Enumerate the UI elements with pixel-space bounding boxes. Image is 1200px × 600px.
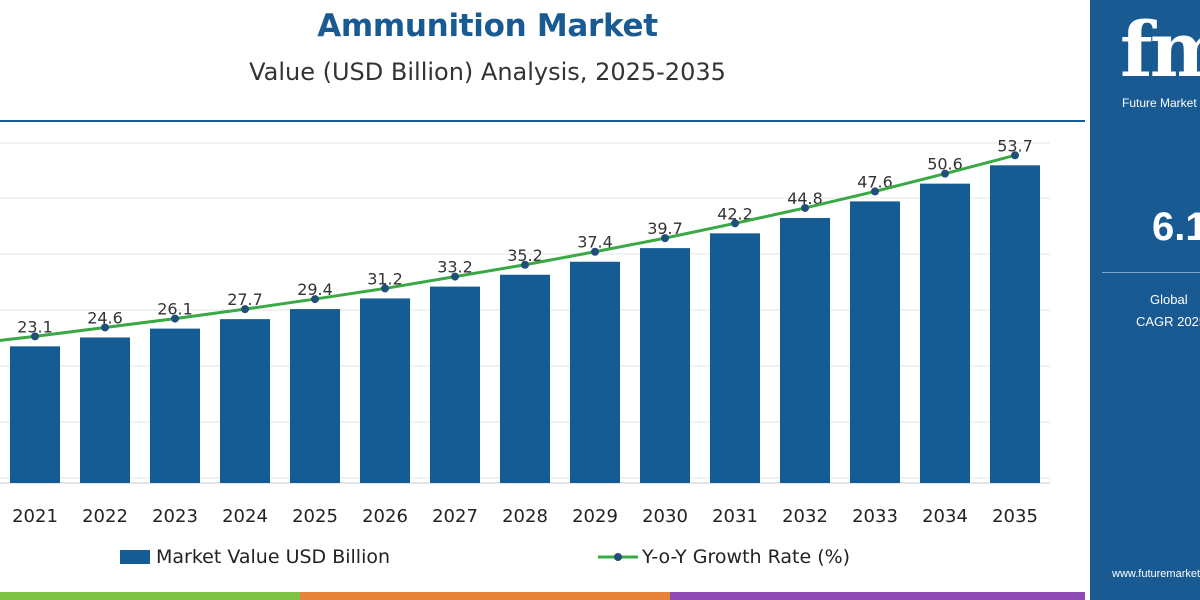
- bar-label-2030: 39.7: [647, 219, 683, 238]
- growth-point-2022: [101, 323, 109, 332]
- growth-point-2028: [521, 260, 529, 269]
- header-divider: [0, 120, 1085, 122]
- x-tick-2025: 2025: [292, 506, 338, 527]
- growth-point-2035: [1011, 151, 1019, 160]
- bar-2021: [10, 346, 60, 483]
- bar-value-labels: 23.1 24.6 26.1 27.7 29.4 31.2 33.2 35.2 37.4 39.7…: [17, 136, 1033, 336]
- footer-strip-green: [0, 592, 300, 600]
- x-tick-2024: 2024: [222, 506, 268, 527]
- chart-title: Ammunition Market: [317, 8, 658, 44]
- bar-label-2027: 33.2: [437, 258, 473, 277]
- bar-2033: [850, 201, 900, 483]
- bar-2032: [780, 217, 830, 483]
- growth-line-series: [0, 151, 1019, 342]
- growth-point-2029: [591, 247, 599, 256]
- bar-label-2026: 31.2: [367, 269, 403, 288]
- x-tick-2032: 2032: [782, 506, 828, 527]
- website-url: www.futuremarketinsights.com: [1112, 568, 1200, 580]
- x-tick-2030: 2030: [642, 506, 688, 527]
- brand-logo: fmi: [1120, 5, 1200, 94]
- growth-point-2034: [941, 169, 949, 178]
- growth-point-2030: [661, 234, 669, 243]
- x-tick-2022: 2022: [82, 506, 128, 527]
- growth-point-2027: [451, 272, 459, 281]
- bar-2029: [570, 261, 620, 483]
- growth-point-2032: [801, 203, 809, 212]
- growth-point-2025: [311, 295, 319, 304]
- bar-label-2033: 47.6: [857, 172, 893, 191]
- bar-label-2031: 42.2: [717, 204, 753, 223]
- growth-point-2021: [31, 332, 39, 341]
- x-tick-2034: 2034: [922, 506, 968, 527]
- growth-point-2026: [381, 284, 389, 293]
- legend-item-growth-rate: Y-o-Y Growth Rate (%): [598, 544, 850, 570]
- cagr-label-period: CAGR 2025-2035: [1136, 314, 1200, 329]
- cagr-value: 6.1%: [1152, 205, 1200, 249]
- legend-label-market-value: Market Value USD Billion: [156, 546, 391, 568]
- sidebar-divider: [1102, 272, 1200, 273]
- bar-2028: [500, 274, 550, 483]
- growth-point-2023: [171, 314, 179, 323]
- bar-2034: [920, 183, 970, 484]
- bar-label-2025: 29.4: [297, 280, 333, 299]
- bar-label-2028: 35.2: [507, 246, 543, 265]
- legend-item-market-value: Market Value USD Billion: [120, 544, 390, 570]
- bar-2027: [430, 286, 480, 483]
- sidebar-panel: fmi Future Market Insights 6.1% Global C…: [1086, 0, 1200, 600]
- bar-2023: [150, 328, 200, 483]
- x-tick-2035: 2035: [992, 506, 1038, 527]
- x-tick-2029: 2029: [572, 506, 618, 527]
- growth-line: [0, 153, 1016, 342]
- bar-label-2021: 23.1: [17, 317, 53, 336]
- bar-2022: [80, 337, 130, 483]
- x-tick-2027: 2027: [432, 506, 478, 527]
- bar-2026: [360, 298, 410, 483]
- bar-2035: [990, 165, 1040, 484]
- x-tick-2031: 2031: [712, 506, 758, 527]
- chart-subtitle: Value (USD Billion) Analysis, 2025-2035: [249, 58, 726, 86]
- bar-2030: [640, 248, 690, 483]
- x-tick-2033: 2033: [852, 506, 898, 527]
- bar-label-2024: 27.7: [227, 290, 263, 309]
- cagr-label-global: Global: [1150, 292, 1188, 307]
- x-tick-2023: 2023: [152, 506, 198, 527]
- footer-strip-orange: [300, 592, 670, 600]
- bar-label-2022: 24.6: [87, 308, 123, 327]
- bar-label-2023: 26.1: [157, 300, 193, 319]
- brand-name: Future Market Insights: [1122, 96, 1200, 110]
- legend-label-growth-rate: Y-o-Y Growth Rate (%): [642, 546, 851, 568]
- bar-label-2034: 50.6: [927, 155, 963, 174]
- bar-2024: [220, 319, 270, 483]
- bar-2031: [710, 233, 760, 483]
- bar-label-2032: 44.8: [787, 189, 823, 208]
- x-axis-tick-labels: 2021 2022 2023 2024 2025 2026 2027 2028 2029 2030…: [12, 506, 1038, 527]
- growth-point-2024: [241, 305, 249, 314]
- bar-2025: [290, 309, 340, 483]
- bar-series: [10, 165, 1040, 484]
- x-tick-2028: 2028: [502, 506, 548, 527]
- bar-label-2035: 53.7: [997, 136, 1033, 155]
- footer-strip-purple: [670, 592, 1085, 600]
- growth-point-2033: [871, 187, 879, 196]
- chart-canvas: 23.1 24.6 26.1 27.7 29.4 31.2 33.2 35.2 37.4 39.7…: [0, 136, 1050, 527]
- x-tick-2026: 2026: [362, 506, 408, 527]
- x-tick-2021: 2021: [12, 506, 58, 527]
- legend-bar-swatch: [120, 550, 150, 564]
- bar-label-2029: 37.4: [577, 233, 613, 252]
- legend-line-swatch: [598, 553, 638, 561]
- growth-point-2031: [731, 219, 739, 228]
